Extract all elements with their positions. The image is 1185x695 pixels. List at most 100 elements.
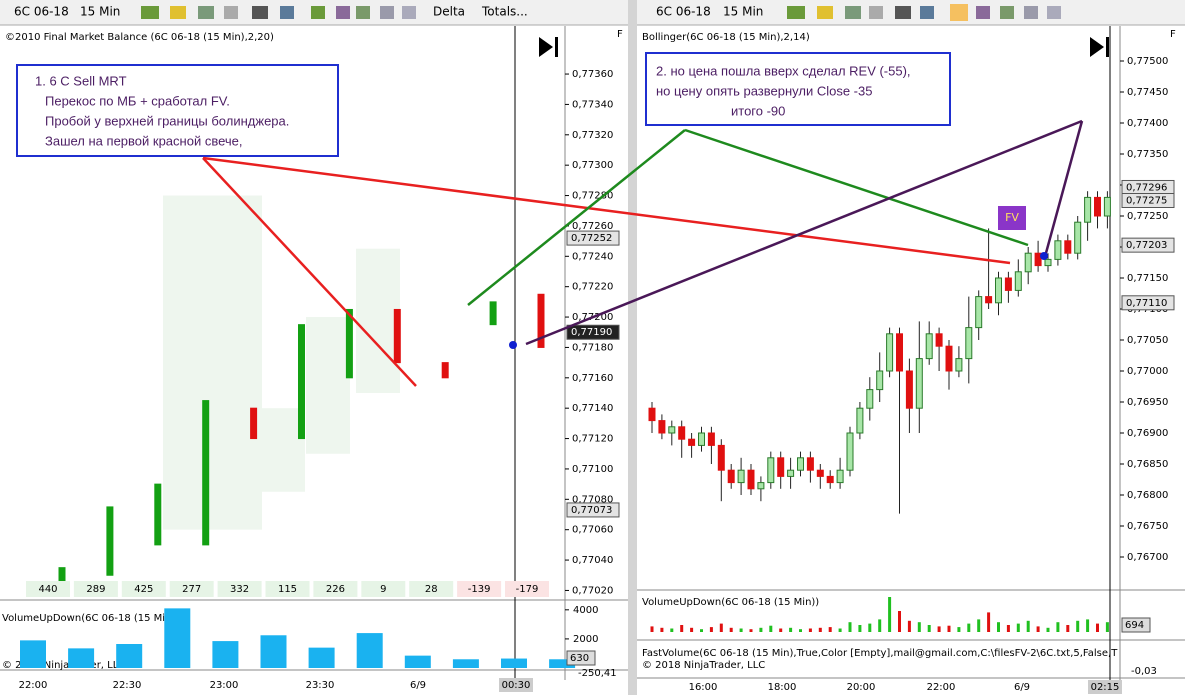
icon-props[interactable]: [402, 6, 416, 19]
x-tick-label: 18:00: [768, 682, 797, 693]
candle-body: [1103, 196, 1111, 217]
icon-search[interactable]: [280, 6, 294, 19]
scroll-end-button[interactable]: [539, 37, 558, 57]
y-tick-label: 0,77350: [1127, 149, 1168, 160]
icon-zoom[interactable]: [198, 6, 214, 19]
icon-search[interactable]: [920, 6, 934, 19]
delta-cell: [313, 581, 358, 597]
instrument[interactable]: 6C 06-18: [656, 5, 711, 19]
candle-body: [886, 333, 894, 372]
candle-body: [896, 333, 903, 372]
icon-image[interactable]: [1024, 6, 1038, 19]
icon-image[interactable]: [380, 6, 394, 19]
candle-body: [1064, 240, 1072, 254]
candle-body: [1024, 252, 1032, 273]
icon-cross[interactable]: [895, 6, 911, 19]
candle-body: [727, 469, 735, 484]
y-tick-label: 0,76950: [1127, 397, 1168, 408]
candle-body: [1074, 221, 1082, 254]
volume-bar: [927, 625, 931, 632]
candle-body: [866, 389, 874, 409]
volume-marker: [1121, 617, 1151, 633]
delta-total: 9: [380, 584, 386, 595]
icon-zoom-out[interactable]: [224, 6, 238, 19]
price-marker: [566, 324, 620, 340]
annotation-line: Перекос по МБ + сработал FV.: [45, 93, 230, 108]
candle-body: [935, 333, 943, 347]
candle-body: [767, 457, 775, 484]
candle-body: [955, 358, 963, 372]
delta-total: -139: [468, 584, 491, 595]
icon-draw[interactable]: [817, 6, 833, 19]
scroll-end-button[interactable]: [1090, 37, 1109, 57]
annotation-line: Пробой у верхней границы болинджера.: [45, 113, 289, 128]
icon-indicators[interactable]: [311, 6, 325, 19]
y-tick-label: 0,77400: [1127, 118, 1168, 129]
interval[interactable]: 15 Min: [723, 5, 763, 19]
study[interactable]: Delta: [433, 5, 465, 19]
volume-last: 694: [1125, 620, 1144, 631]
candle-body: [985, 296, 993, 304]
icon-draw[interactable]: [170, 6, 186, 19]
interval[interactable]: 15 Min: [80, 5, 120, 19]
volume-bar: [907, 620, 911, 632]
delta-cell: [73, 581, 118, 597]
delta-total: -179: [516, 584, 539, 595]
volume-bar: [838, 628, 842, 632]
y-tick-label: 0,77160: [572, 373, 613, 384]
delta-total: 440: [38, 584, 57, 595]
icon-bars[interactable]: [141, 6, 159, 19]
volume-bar: [848, 622, 852, 632]
icon-bars[interactable]: [787, 6, 805, 19]
volume-bar: [690, 627, 694, 632]
volume-bar: [260, 635, 287, 668]
icon-chart[interactable]: [1000, 6, 1014, 19]
icon-zoom[interactable]: [845, 6, 861, 19]
price-marker-label: 0,77203: [1126, 240, 1167, 251]
footprint-shade: [259, 408, 305, 492]
annotation-line: Зашел на первой красной свече,: [45, 133, 243, 148]
splitter[interactable]: [628, 0, 637, 695]
icon-chart[interactable]: [356, 6, 370, 19]
delta-cell: [505, 581, 549, 597]
icon-props[interactable]: [1047, 6, 1061, 19]
delta-cell: [409, 581, 454, 597]
candle-body: [945, 345, 953, 372]
volume-bar: [858, 625, 862, 632]
price-marker-label: 0,77190: [571, 327, 612, 338]
icon-zoom-out[interactable]: [869, 6, 883, 19]
annotation-line: 2. но цена пошла вверх сделал REV (-55),: [656, 63, 911, 78]
y-tick-label: 0,77050: [1127, 335, 1168, 346]
volume-bar: [759, 627, 763, 632]
volume-bar: [769, 625, 773, 632]
totals[interactable]: Totals...: [481, 5, 528, 19]
instrument[interactable]: 6C 06-18: [14, 5, 69, 19]
y-tick-label: 0,77250: [1127, 211, 1168, 222]
candle-body: [298, 324, 305, 440]
y-tick-label: 0,76800: [1127, 490, 1168, 501]
arrow: [467, 129, 686, 306]
x-tick-label: 16:00: [689, 682, 718, 693]
f-marker: F: [617, 29, 623, 40]
icon-indicators[interactable]: [950, 4, 968, 21]
volume-bar: [1105, 622, 1109, 632]
volume-bar: [1026, 620, 1030, 632]
y-tick-label: 0,76700: [1127, 552, 1168, 563]
volume-bar: [818, 627, 822, 632]
candle-body: [250, 407, 258, 440]
volume-bar: [947, 625, 951, 632]
annotation-line: но цену опять развернули Close -35: [656, 83, 872, 98]
candle-body: [106, 506, 114, 576]
icon-strategy[interactable]: [336, 6, 350, 19]
candle-body: [787, 469, 795, 477]
candle-body: [876, 370, 884, 391]
volume-bar: [452, 659, 479, 668]
y-tick-label: 0,77300: [572, 160, 613, 171]
candle-body: [737, 469, 745, 484]
icon-strategy[interactable]: [976, 6, 990, 19]
delta-total: 332: [230, 584, 249, 595]
volume-bar: [501, 658, 527, 668]
candle-body: [678, 426, 686, 440]
icon-cross[interactable]: [252, 6, 268, 19]
y-tick-label: 0,77240: [572, 251, 613, 262]
